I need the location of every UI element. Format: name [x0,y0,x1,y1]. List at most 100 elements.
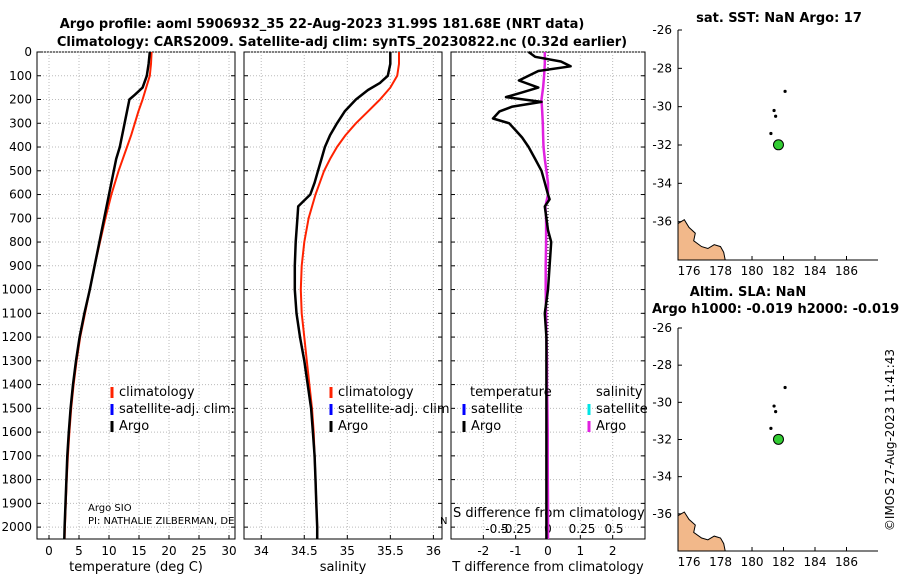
y-tick-label: 1700 [1,449,32,463]
legend-label: Argo [338,419,368,434]
y-tick-label: 100 [9,69,32,83]
argo-line [293,52,392,539]
overlap-fragment: N [440,516,447,527]
timestamp-label: ©IMOS 27-Aug-2023 11:41:43 [883,349,897,531]
x-axis-label: T difference from climatology [451,560,644,575]
map-y-tick-label: -28 [652,358,672,372]
x-tick-label: 5 [75,544,83,558]
land-polygon [677,511,726,552]
x-tick-label: 25 [191,544,206,558]
top-tick-label: -0.5 [485,522,508,536]
temperature-argo-line [491,50,572,539]
legend-title-salinity: salinity [596,385,643,400]
y-tick-label: 1500 [1,401,32,415]
plot-frame [243,51,443,540]
map-x-tick-label: 178 [709,555,732,569]
map-y-tick-label: -34 [652,176,672,190]
y-tick-label: 1200 [1,330,32,344]
y-tick-label: 300 [9,116,32,130]
y-tick-label: 1600 [1,425,32,439]
legend-label: Argo [596,419,626,434]
float-position-marker [772,433,784,445]
legend-label: Argo [119,419,149,434]
island-dot [783,89,787,93]
map-y-tick-label: -30 [652,100,672,114]
land-polygon [677,219,726,261]
x-tick-label: 34 [254,544,269,558]
legend-label: satellite-adj. clim. [338,402,454,417]
x-tick-label: 30 [221,544,236,558]
map-y-tick-label: -30 [652,395,672,409]
map-y-tick-label: -28 [652,61,672,75]
map-x-tick-label: 176 [678,555,701,569]
map-x-tick-label: 186 [835,555,858,569]
map-x-tick-label: 184 [804,264,827,278]
top-tick-label: 0.25 [569,522,596,536]
x-tick-label: 0 [45,544,53,558]
map-x-tick-label: 178 [709,264,732,278]
y-tick-label: 200 [9,93,32,107]
y-tick-label: 400 [9,140,32,154]
legend-label: Argo [471,419,501,434]
map-x-tick-label: 180 [741,264,764,278]
temperature-panel: 0 5 10 15 20 25 300100200300400500600700800900… [1,45,236,575]
y-tick-label: 0 [24,45,32,59]
map-x-tick-label: 180 [741,555,764,569]
y-tick-label: 600 [9,188,32,202]
legend-label: climatology [119,385,195,400]
x-tick-label: -1 [510,544,522,558]
map-x-tick-label: 186 [835,264,858,278]
x-tick-label: 0 [544,544,552,558]
map-x-tick-label: 182 [772,555,795,569]
pi-name-label: PI: NATHALIE ZILBERMAN, DE [88,516,234,527]
island-dot [774,114,778,118]
island-dot [769,131,773,136]
legend-label: satellite [471,402,523,417]
x-tick-label: 2 [609,544,617,558]
top-tick-label: 0.5 [604,522,623,536]
x-tick-label: 20 [161,544,176,558]
plot-frame [36,51,236,540]
x-tick-label: 36 [426,544,441,558]
x-tick-label: 1 [577,544,585,558]
y-tick-label: 500 [9,164,32,178]
island-dot [783,385,787,390]
x-tick-label: -2 [477,544,489,558]
map-y-tick-label: -32 [652,433,672,447]
x-tick-label: 10 [101,544,116,558]
argo-center-label: Argo SIO [88,503,132,514]
island-dot [772,108,776,113]
legend-label: climatology [338,385,414,400]
float-position-marker [772,139,784,151]
island-dot [774,410,778,414]
legend-label: satellite-adj. clim. [119,402,235,417]
x-tick-label: 15 [131,544,146,558]
salinity-panel: 34 34.5 35 35.5 36 salinity climatology satelli… [243,51,454,575]
x-tick-label: 34.5 [291,544,318,558]
sla-map-panel: -26 -28 -30 -32 -34 -36 176 178 180 182 184 186 Alti… [652,285,899,569]
map-y-tick-label: -34 [652,470,672,484]
map-y-tick-label: -36 [652,507,672,521]
y-tick-label: 800 [9,235,32,249]
y-tick-label: 1400 [1,378,32,392]
legend-label: satellite [596,402,648,417]
map-x-tick-label: 184 [804,555,827,569]
map-title: sat. SST: NaN Argo: 17 [696,11,862,26]
map-x-tick-label: 182 [772,264,795,278]
y-tick-label: 1900 [1,496,32,510]
y-tick-label: 900 [9,259,32,273]
map-y-tick-label: -26 [652,23,672,37]
map-y-tick-label: -36 [652,215,672,229]
x-tick-label: 35.5 [377,544,404,558]
y-tick-label: 1800 [1,473,32,487]
top-tick-label: -0.25 [500,522,531,536]
x-axis-label: salinity [320,560,367,575]
y-tick-label: 1000 [1,283,32,297]
y-tick-label: 1300 [1,354,32,368]
title-line-1: Argo profile: aoml 5906932_35 22-Aug-202… [60,17,585,32]
x-axis-label: temperature (deg C) [69,560,203,575]
map-subtitle: Argo h1000: -0.019 h2000: -0.019 [652,302,899,317]
y-tick-label: 2000 [1,520,32,534]
